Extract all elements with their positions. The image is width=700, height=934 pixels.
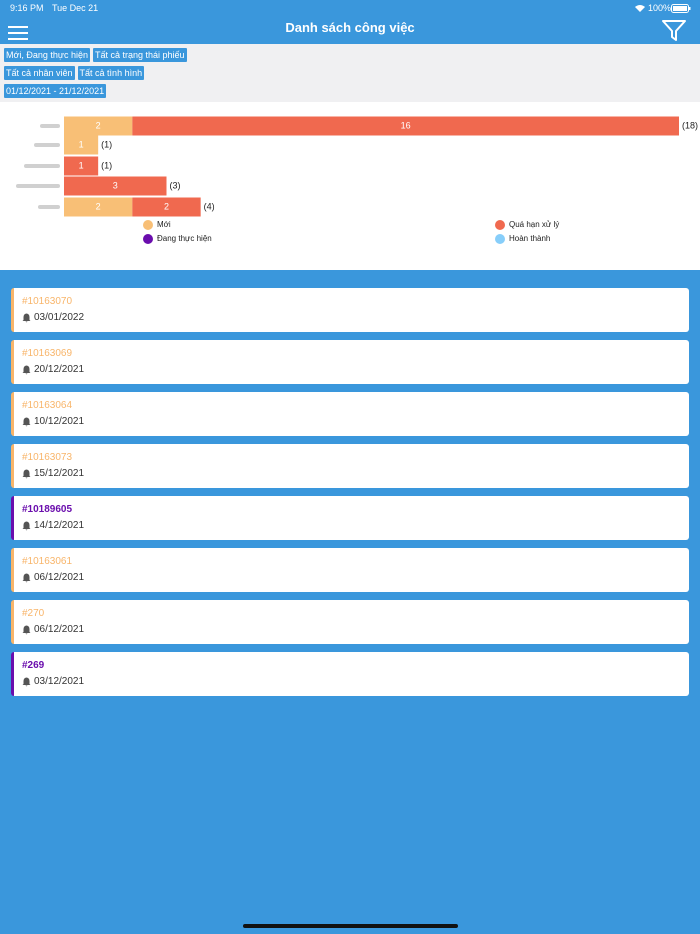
bell-icon xyxy=(22,417,31,427)
bar-segment xyxy=(132,116,680,136)
bell-icon xyxy=(22,365,31,375)
task-date: 15/12/2021 xyxy=(34,468,85,479)
total-label: (1) xyxy=(101,160,112,170)
legend-swatch xyxy=(143,220,153,230)
bell-shape xyxy=(22,417,31,427)
task-id: #10163070 xyxy=(22,296,73,307)
chart: 2 16 (18)1 (1)1 (1)3 (3)2 2 (4)Mới Quá hạn xử lý… xyxy=(16,116,698,244)
filter-chip[interactable]: Tất cả trạng thái phiếu xyxy=(92,48,187,62)
bar-segment xyxy=(132,197,201,217)
blurred-category-label xyxy=(16,184,60,188)
bar-label: 1 xyxy=(79,160,84,170)
filter-bar: Mới, Đang thực hiện Tất cả trạng thái phi… xyxy=(0,44,700,102)
task-id: #10163061 xyxy=(22,556,73,567)
blurred-category-label xyxy=(24,164,60,168)
task-date: 06/12/2021 xyxy=(34,624,85,635)
task-card[interactable]: #10163069 20/12/2021 xyxy=(11,340,689,384)
bell-icon xyxy=(22,677,31,687)
filter-row: Tất cả nhân viên Tất cả tình hình xyxy=(4,66,145,80)
task-card[interactable]: #270 06/12/2021 xyxy=(11,600,689,644)
task-id: #10163073 xyxy=(22,452,73,463)
bar-label: 2 xyxy=(164,201,169,211)
header-bar: 9:16 PM Tue Dec 21 100% Danh sách công v… xyxy=(0,0,700,44)
task-id: #10163069 xyxy=(22,348,73,359)
bar-label: 16 xyxy=(401,120,411,130)
legend-label: Quá hạn xử lý xyxy=(509,220,559,229)
task-date: 03/12/2021 xyxy=(34,676,85,687)
legend-label: Hoàn thành xyxy=(509,234,550,243)
legend-label: Đang thực hiện xyxy=(157,234,212,243)
task-id: #269 xyxy=(22,660,45,671)
wifi-icon xyxy=(635,5,645,12)
bell-shape xyxy=(22,365,31,375)
task-date: 10/12/2021 xyxy=(34,416,85,427)
blurred-category-label xyxy=(40,124,60,128)
filter-row: 01/12/2021 - 21/12/2021 xyxy=(4,84,107,98)
bell-icon xyxy=(22,469,31,479)
task-date: 06/12/2021 xyxy=(34,572,85,583)
chart-panel: 2 16 (18) 1 (1) 1 (1) 3 (3) 2 2 (4) Mới Quá hạn xử lý… xyxy=(0,102,700,270)
bell-shape xyxy=(22,625,31,635)
bell-shape xyxy=(22,521,31,531)
filter-button[interactable] xyxy=(662,20,686,42)
blurred-category-label xyxy=(38,205,60,209)
status-time: 9:16 PM xyxy=(10,3,44,13)
total-label: (4) xyxy=(204,201,215,211)
bell-icon xyxy=(22,313,31,323)
filter-chip[interactable]: Tất cả nhân viên xyxy=(4,66,75,80)
bar-label: 3 xyxy=(113,180,118,190)
page-title: Danh sách công việc xyxy=(285,20,415,35)
bar-segment xyxy=(64,135,99,155)
task-date: 20/12/2021 xyxy=(34,364,85,375)
task-card[interactable]: #269 03/12/2021 xyxy=(11,652,689,696)
bar-segment xyxy=(64,176,167,196)
task-date: 03/01/2022 xyxy=(34,312,85,323)
bar-label: 1 xyxy=(79,139,84,149)
filter-chip[interactable]: 01/12/2021 - 21/12/2021 xyxy=(4,84,107,98)
filter-chip[interactable]: Mới, Đang thực hiện xyxy=(4,48,90,62)
task-card[interactable]: #10163064 10/12/2021 xyxy=(11,392,689,436)
task-card[interactable]: #10189605 14/12/2021 xyxy=(11,496,689,540)
bell-icon xyxy=(22,521,31,531)
task-id: #270 xyxy=(22,608,45,619)
total-label: (3) xyxy=(170,180,181,190)
task-id: #10189605 xyxy=(22,504,73,515)
bar-label: 2 xyxy=(96,120,101,130)
task-id: #10163064 xyxy=(22,400,73,411)
battery-icon xyxy=(671,4,691,13)
bar-label: 2 xyxy=(96,201,101,211)
menu-button[interactable] xyxy=(8,26,28,40)
task-card[interactable]: #10163073 15/12/2021 xyxy=(11,444,689,488)
bell-shape xyxy=(22,469,31,479)
blurred-category-label xyxy=(34,143,60,147)
total-label: (18) xyxy=(682,120,698,130)
legend-label: Mới xyxy=(157,220,171,229)
task-card[interactable]: #10163070 03/01/2022 xyxy=(11,288,689,332)
bell-shape xyxy=(22,313,31,323)
status-date: Tue Dec 21 xyxy=(52,3,99,13)
bell-shape xyxy=(22,677,31,687)
total-label: (1) xyxy=(101,139,112,149)
bell-shape xyxy=(22,573,31,583)
bar-segment xyxy=(64,197,133,217)
legend-swatch xyxy=(495,234,505,244)
status-battery: 100% xyxy=(648,3,672,13)
legend-swatch xyxy=(495,220,505,230)
task-card[interactable]: #10163061 06/12/2021 xyxy=(11,548,689,592)
home-indicator xyxy=(243,924,458,928)
legend-swatch xyxy=(143,234,153,244)
bell-icon xyxy=(22,625,31,635)
bell-icon xyxy=(22,573,31,583)
filter-chip[interactable]: Tất cả tình hình xyxy=(77,66,145,80)
bar-segment xyxy=(64,116,133,136)
task-list: #10163070 03/01/2022 #10163069 20/12/2021 #1… xyxy=(0,270,700,934)
bar-segment xyxy=(64,156,99,176)
filter-row: Mới, Đang thực hiện Tất cả trạng thái phi… xyxy=(4,48,187,62)
task-date: 14/12/2021 xyxy=(34,520,85,531)
